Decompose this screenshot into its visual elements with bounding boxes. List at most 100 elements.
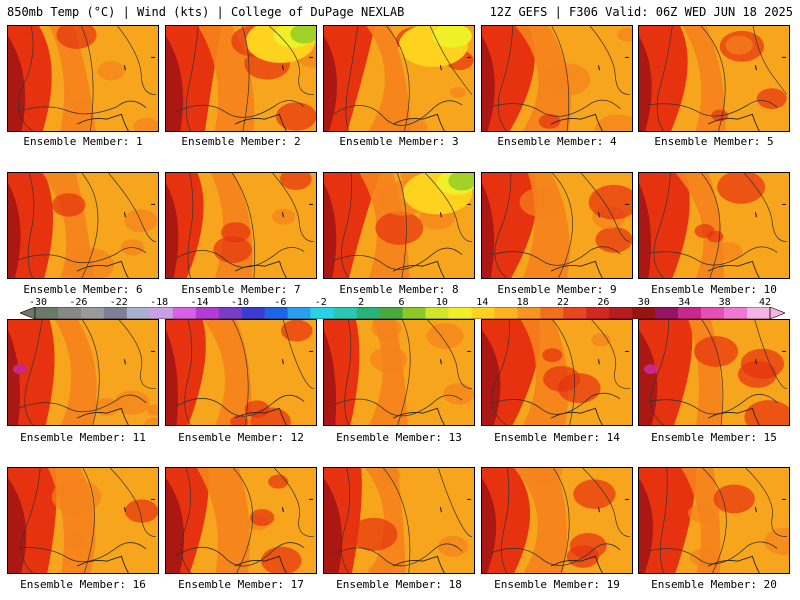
colorbar-swatch <box>563 307 587 319</box>
temperature-map <box>482 173 632 278</box>
colorbar-swatch <box>126 307 151 319</box>
colorbar-swatch <box>701 307 725 319</box>
ensemble-panel-9 <box>481 172 633 279</box>
ensemble-panel-17 <box>165 467 317 574</box>
colorbar-swatch <box>57 307 82 319</box>
ensemble-member-label: Ensemble Member: 19 <box>494 578 620 591</box>
ensemble-member-label: Ensemble Member: 9 <box>497 283 617 296</box>
ensemble-member-label: Ensemble Member: 18 <box>336 578 462 591</box>
colorbar-tick-label: 18 <box>516 297 529 308</box>
ensemble-panel-6 <box>7 172 159 279</box>
ensemble-panel-11 <box>7 319 159 426</box>
ensemble-member-label: Ensemble Member: 17 <box>178 578 304 591</box>
temperature-map <box>639 320 789 425</box>
ensemble-panel-12 <box>165 319 317 426</box>
temperature-map <box>482 26 632 131</box>
colorbar-swatch <box>632 307 656 319</box>
colorbar-tick-label: 38 <box>718 297 731 308</box>
ensemble-member-label: Ensemble Member: 11 <box>20 431 146 444</box>
colorbar-swatch <box>609 307 633 319</box>
colorbar-arrow-right <box>769 307 785 319</box>
ensemble-member-label: Ensemble Member: 5 <box>654 135 774 148</box>
ensemble-panel-8 <box>323 172 475 279</box>
ensemble-panel-4 <box>481 25 633 132</box>
ensemble-panel-18 <box>323 467 475 574</box>
ensemble-member-label: Ensemble Member: 2 <box>181 135 301 148</box>
colorbar-tick-label: -2 <box>314 297 327 308</box>
ensemble-panel-14 <box>481 319 633 426</box>
ensemble-member-label: Ensemble Member: 8 <box>339 283 459 296</box>
colorbar-swatch <box>425 307 449 319</box>
colorbar-tick-label: 30 <box>637 297 650 308</box>
colorbar-swatch <box>494 307 518 319</box>
ensemble-panel-3 <box>323 25 475 132</box>
ensemble-member-label: Ensemble Member: 16 <box>20 578 146 591</box>
temperature-map <box>639 26 788 131</box>
colorbar-tick-label: 34 <box>678 297 691 308</box>
temperature-map <box>166 320 315 425</box>
colorbar-swatch <box>402 307 426 319</box>
temperature-map <box>166 173 315 278</box>
temperature-map <box>324 173 474 278</box>
temperature-map <box>639 468 789 573</box>
colorbar-swatch <box>471 307 495 319</box>
colorbar-swatch <box>103 307 128 319</box>
temperature-map <box>324 468 473 573</box>
temperature-map <box>482 468 631 573</box>
colorbar-swatch <box>333 307 357 319</box>
ensemble-member-label: Ensemble Member: 13 <box>336 431 462 444</box>
ensemble-member-label: Ensemble Member: 4 <box>497 135 617 148</box>
colorbar-swatch <box>517 307 541 319</box>
colorbar-tick-label: 42 <box>758 297 772 308</box>
ensemble-member-label: Ensemble Member: 6 <box>23 283 143 296</box>
ensemble-panel-16 <box>7 467 159 574</box>
ensemble-member-label: Ensemble Member: 10 <box>651 283 777 296</box>
temperature-map <box>324 320 474 425</box>
header-right-title: 12Z GEFS | F306 Valid: 06Z WED JUN 18 20… <box>489 5 793 19</box>
colorbar-swatch <box>80 307 105 319</box>
colorbar-swatch <box>724 307 748 319</box>
temperature-map <box>166 468 315 573</box>
colorbar-tick-label: -30 <box>28 297 48 308</box>
colorbar-swatch <box>287 307 311 319</box>
colorbar-tick-label: 26 <box>597 297 610 308</box>
colorbar-swatch <box>310 307 334 319</box>
ensemble-member-label: Ensemble Member: 12 <box>178 431 304 444</box>
colorbar-swatch <box>35 307 59 319</box>
ensemble-member-label: Ensemble Member: 20 <box>651 578 777 591</box>
ensemble-member-label: Ensemble Member: 1 <box>23 135 143 148</box>
colorbar-tick-label: 2 <box>358 297 365 308</box>
colorbar-swatch <box>264 307 288 319</box>
colorbar-swatch <box>540 307 564 319</box>
ensemble-panel-2 <box>165 25 317 132</box>
temperature-map <box>8 320 158 425</box>
colorbar-swatch <box>586 307 610 319</box>
colorbar-swatch <box>655 307 679 319</box>
colorbar-tick-label: -14 <box>190 297 209 308</box>
header-left-title: 850mb Temp (°C) | Wind (kts) | College o… <box>7 5 405 19</box>
ensemble-member-label: Ensemble Member: 15 <box>651 431 777 444</box>
ensemble-panel-20 <box>638 467 790 574</box>
colorbar-swatch <box>241 307 265 319</box>
ensemble-panel-1 <box>7 25 159 132</box>
temperature-map <box>166 26 316 131</box>
colorbar-tick-label: -26 <box>69 297 88 308</box>
colorbar-swatch <box>149 307 174 319</box>
ensemble-panel-10 <box>638 172 790 279</box>
colorbar-swatch <box>172 307 197 319</box>
ensemble-panel-13 <box>323 319 475 426</box>
colorbar-tick-label: -22 <box>109 297 128 308</box>
colorbar-arrow-left <box>20 307 36 319</box>
colorbar-swatch <box>678 307 702 319</box>
colorbar-swatch <box>218 307 243 319</box>
temperature-map <box>8 468 158 573</box>
colorbar-tick-label: -18 <box>150 297 169 308</box>
temperature-colorbar <box>20 307 785 319</box>
ensemble-member-label: Ensemble Member: 7 <box>181 283 301 296</box>
colorbar-swatch <box>448 307 472 319</box>
colorbar-tick-label: 22 <box>557 297 570 308</box>
ensemble-panel-19 <box>481 467 633 574</box>
ensemble-member-label: Ensemble Member: 14 <box>494 431 620 444</box>
ensemble-panel-5 <box>638 25 790 132</box>
colorbar-tick-label: -6 <box>274 297 287 308</box>
